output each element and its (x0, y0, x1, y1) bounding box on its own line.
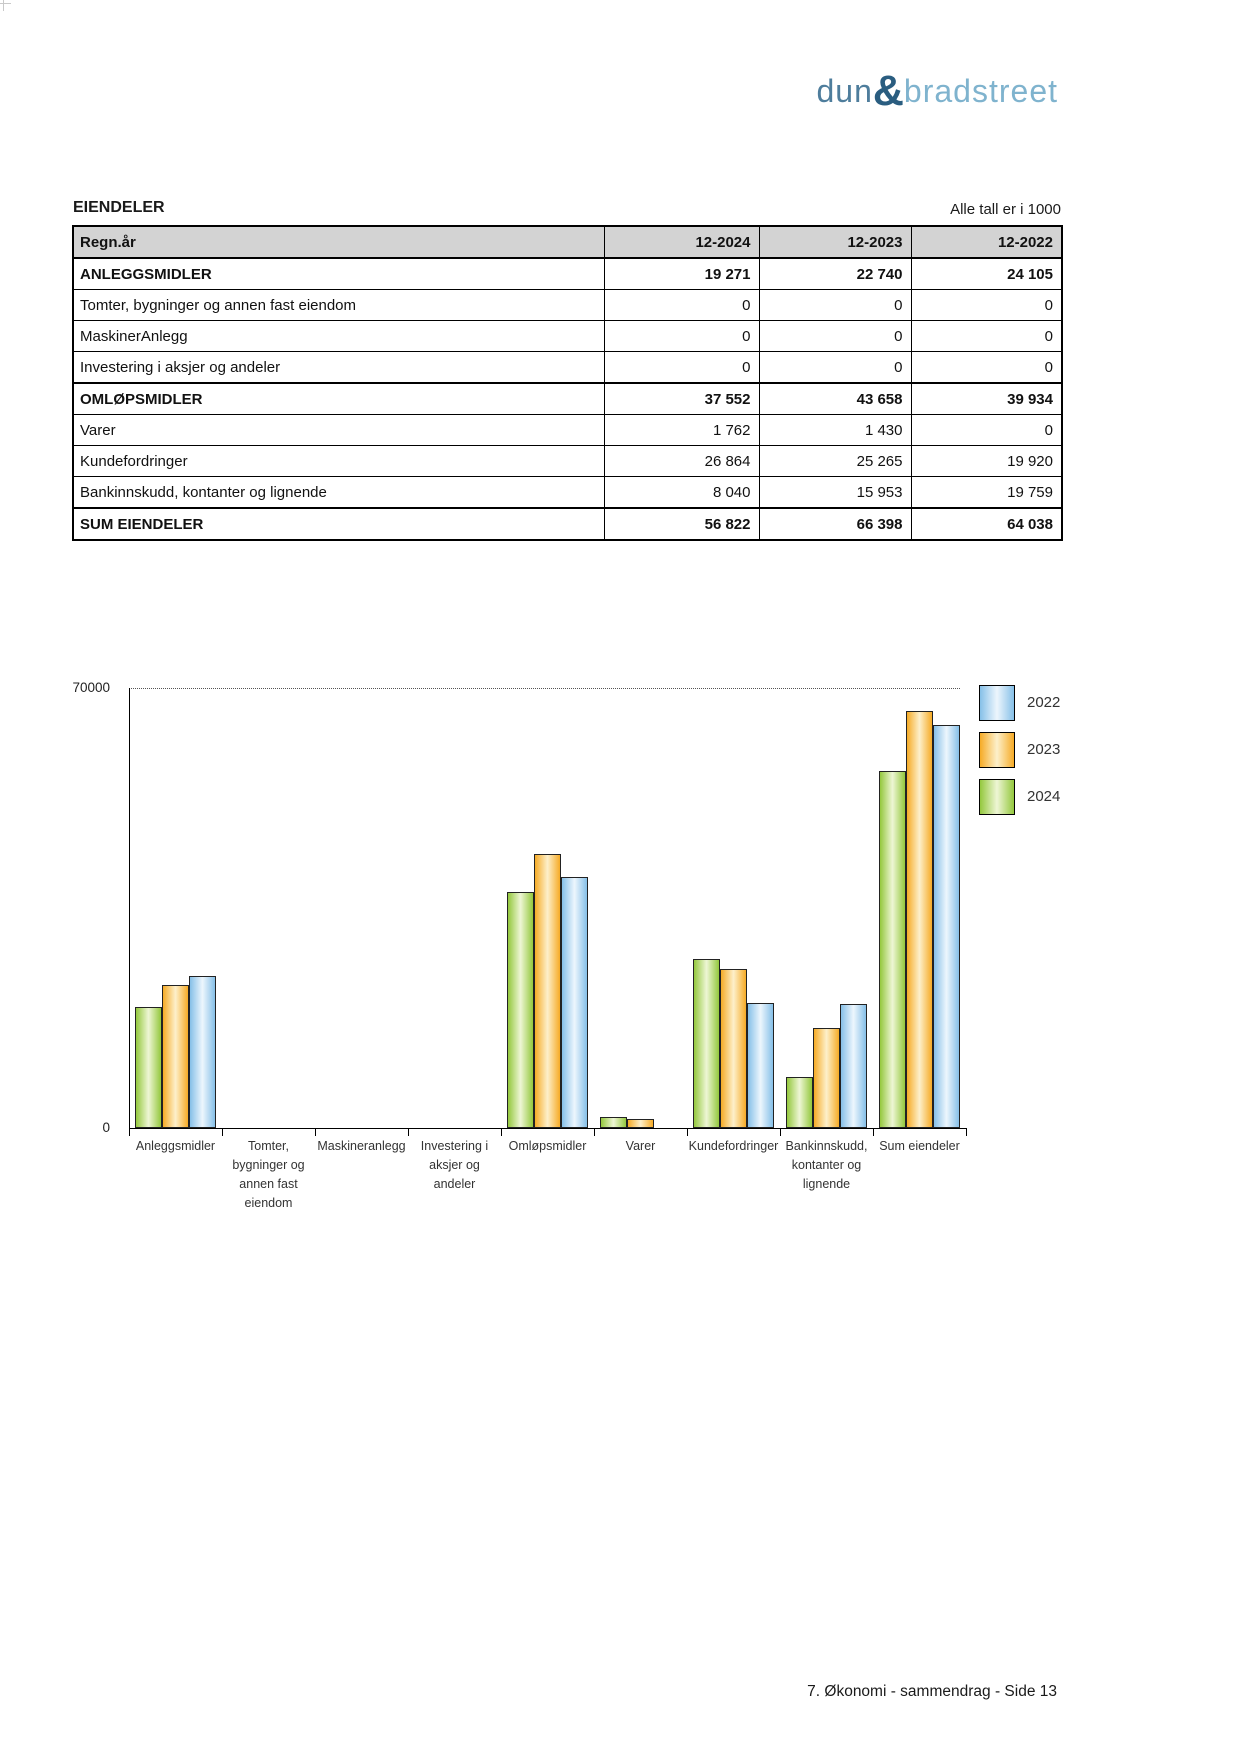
bar-2024-9 (879, 771, 906, 1128)
row-label: MaskinerAnlegg (72, 320, 605, 352)
table-header-row: Regn.år 12-2024 12-2023 12-2022 (72, 225, 1063, 259)
gridline-70000 (129, 688, 960, 689)
x-category-label: Maskineranlegg (317, 1139, 406, 1153)
x-axis-tick (873, 1129, 874, 1136)
unit-note: Alle tall er i 1000 (950, 201, 1061, 218)
bar-2024-8 (786, 1077, 813, 1128)
row-value: 56 822 (603, 507, 760, 541)
crop-mark (3, 0, 4, 11)
row-value: 25 265 (758, 445, 912, 477)
x-category-label: Anleggsmidler (135, 1139, 216, 1153)
row-value: 19 920 (910, 445, 1063, 477)
x-axis-tick (501, 1129, 502, 1136)
bar-2024-7 (693, 959, 720, 1128)
row-label: SUM EIENDELER (72, 507, 605, 541)
row-value: 0 (758, 351, 912, 384)
bar-2023-7 (720, 969, 747, 1128)
bar-2023-6 (627, 1119, 654, 1128)
row-value: 64 038 (910, 507, 1063, 541)
logo-text-bradstreet: bradstreet (903, 73, 1058, 109)
logo-ampersand-icon: & (872, 67, 904, 115)
table-row: ANLEGGSMIDLER 19 271 22 740 24 105 (72, 257, 1063, 290)
row-label: Varer (72, 414, 605, 446)
row-value: 66 398 (758, 507, 912, 541)
x-category-label: Omløpsmidler (508, 1139, 587, 1153)
bar-2022-8 (840, 1004, 867, 1128)
header-12-2023: 12-2023 (758, 225, 912, 259)
bar-2022-1 (189, 976, 216, 1128)
row-value: 24 105 (910, 257, 1063, 290)
bar-2024-6 (600, 1117, 627, 1128)
table-row: Bankinnskudd, kontanter og lignende 8 040… (72, 476, 1063, 509)
row-value: 0 (758, 289, 912, 321)
row-value: 0 (758, 320, 912, 352)
table-row: SUM EIENDELER 56 822 66 398 64 038 (72, 507, 1063, 541)
row-value: 19 271 (603, 257, 760, 290)
x-axis-tick (687, 1129, 688, 1136)
dun-bradstreet-logo: dun&bradstreet (816, 68, 1058, 121)
row-label: Tomter, bygninger og annen fast eiendom (72, 289, 605, 321)
x-axis-tick (780, 1129, 781, 1136)
row-value: 19 759 (910, 476, 1063, 509)
section-title: EIENDELER (73, 199, 165, 216)
table-row: Investering i aksjer og andeler 0 0 0 (72, 351, 1063, 384)
row-value: 8 040 (603, 476, 760, 509)
legend-swatch-2023 (979, 732, 1015, 768)
bar-2022-5 (561, 877, 588, 1128)
table-row: Tomter, bygninger og annen fast eiendom 0… (72, 289, 1063, 321)
bar-2022-9 (933, 725, 960, 1128)
x-category-label: Sum eiendeler (879, 1139, 960, 1153)
x-axis-tick (408, 1129, 409, 1136)
row-value: 0 (603, 289, 760, 321)
x-axis-tick (315, 1129, 316, 1136)
financial-table: Regn.år 12-2024 12-2023 12-2022 ANLEGGSM… (72, 225, 1063, 541)
x-axis-tick (594, 1129, 595, 1136)
x-category-label: Varer (625, 1139, 656, 1153)
bar-2022-7 (747, 1003, 774, 1128)
legend-swatch-2022 (979, 685, 1015, 721)
legend-swatch-2024 (979, 779, 1015, 815)
x-category-label: Bankinnskudd, kontanter og lignende (785, 1139, 868, 1191)
bar-2023-5 (534, 854, 561, 1128)
row-value: 0 (910, 320, 1063, 352)
logo-text-dun: dun (816, 73, 873, 109)
table-row: Kundefordringer 26 864 25 265 19 920 (72, 445, 1063, 477)
bar-2024-5 (507, 892, 534, 1128)
crop-mark (0, 3, 11, 4)
y-axis-line (129, 688, 130, 1128)
x-category-label: Investering i aksjer og andeler (420, 1139, 489, 1191)
y-tick-label-0: 0 (102, 1120, 110, 1135)
row-value: 0 (910, 351, 1063, 384)
header-12-2024: 12-2024 (603, 225, 760, 259)
legend-label-2024: 2024 (1027, 788, 1061, 805)
bar-2024-1 (135, 1007, 162, 1128)
x-category-label: Tomter, bygninger og annen fast eiendom (232, 1139, 305, 1210)
x-category-label: Kundefordringer (688, 1139, 779, 1153)
table-row: MaskinerAnlegg 0 0 0 (72, 320, 1063, 352)
bar-2023-8 (813, 1028, 840, 1128)
row-label: ANLEGGSMIDLER (72, 257, 605, 290)
x-axis-line (129, 1128, 967, 1129)
bar-2023-9 (906, 711, 933, 1128)
row-value: 0 (603, 320, 760, 352)
row-label: OMLØPSMIDLER (72, 382, 605, 415)
x-axis-tick (129, 1129, 130, 1136)
table-row: Varer 1 762 1 430 0 (72, 414, 1063, 446)
legend-label-2023: 2023 (1027, 741, 1061, 758)
x-axis-tick (966, 1129, 967, 1136)
row-label: Kundefordringer (72, 445, 605, 477)
table-row: OMLØPSMIDLER 37 552 43 658 39 934 (72, 382, 1063, 415)
y-tick-label-max: 70000 (72, 680, 110, 695)
financial-table-body: ANLEGGSMIDLER 19 271 22 740 24 105 Tomter, b… (72, 257, 1063, 541)
row-value: 0 (910, 414, 1063, 446)
bar-2023-1 (162, 985, 189, 1128)
legend-label-2022: 2022 (1027, 694, 1061, 711)
header-12-2022: 12-2022 (910, 225, 1063, 259)
x-axis-tick (222, 1129, 223, 1136)
page-footer: 7. Økonomi - sammendrag - Side 13 (807, 1683, 1057, 1700)
